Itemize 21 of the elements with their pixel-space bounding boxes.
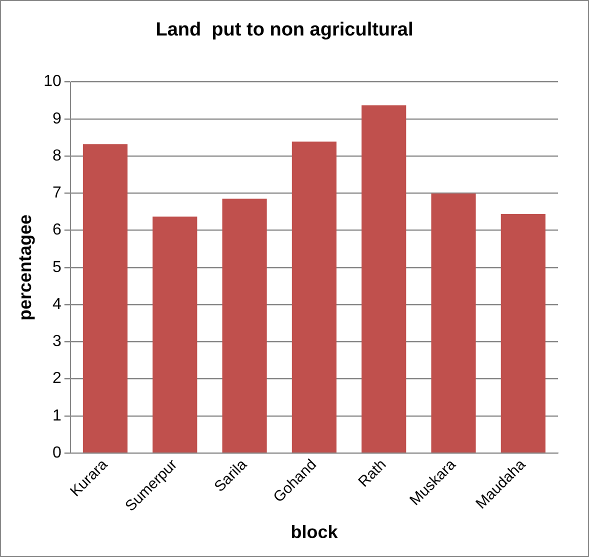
chart-title: Land put to non agricultural (156, 20, 414, 41)
y-tick-label: 3 (52, 333, 62, 350)
bar (431, 194, 476, 452)
y-tick-label: 1 (52, 407, 62, 424)
y-tick-label: 10 (44, 73, 62, 90)
bar (292, 142, 336, 452)
y-tick-label: 9 (52, 110, 62, 128)
y-tick-label: 0 (52, 444, 62, 462)
y-tick-label: 7 (52, 184, 62, 202)
y-tick-label: 6 (52, 222, 62, 239)
bar (82, 144, 128, 452)
bar (362, 105, 406, 452)
y-tick-label: 2 (52, 370, 62, 388)
y-tick-label: 8 (52, 147, 62, 164)
bar (500, 214, 546, 452)
y-tick-label: 5 (52, 258, 62, 276)
x-axis-title: block (290, 522, 339, 542)
bar (222, 198, 267, 452)
bar (152, 216, 198, 452)
y-tick-label: 4 (52, 296, 62, 313)
y-axis-title: percentagee (14, 214, 35, 320)
